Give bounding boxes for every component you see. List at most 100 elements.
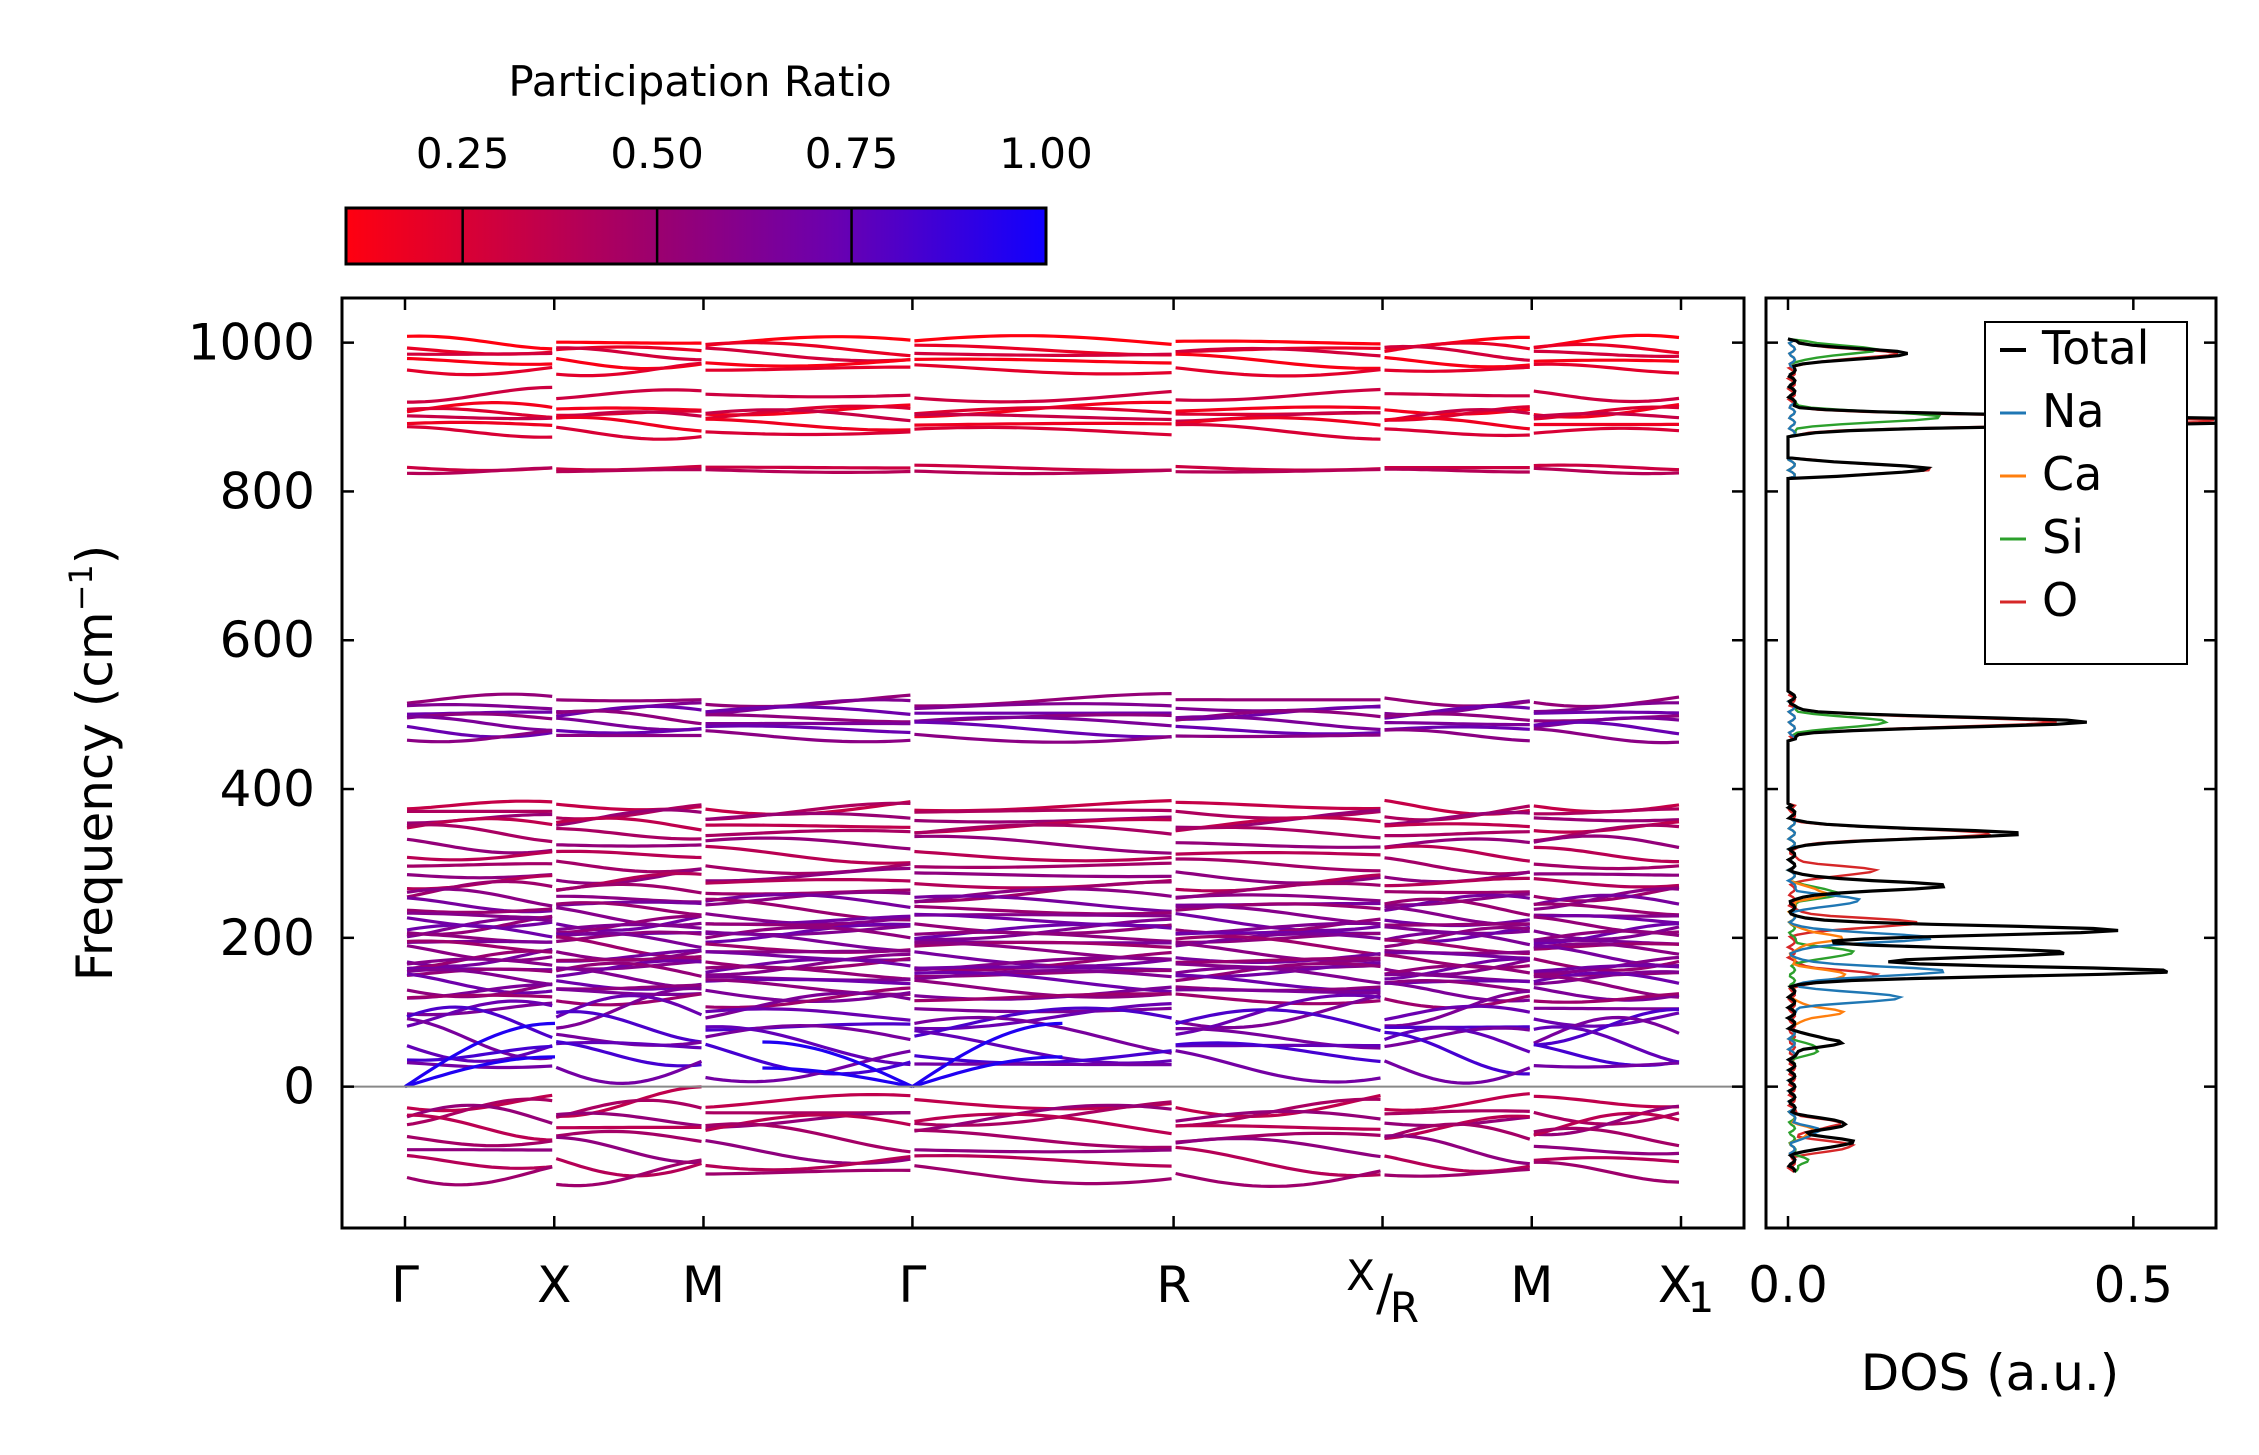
kpoint-label-x-r-top: X	[1346, 1251, 1375, 1300]
phonon-band-segment	[914, 732, 1172, 744]
phonon-band-segment	[1175, 405, 1381, 413]
phonon-band-segment	[914, 992, 1172, 1003]
phonon-band-segment	[705, 1139, 911, 1165]
phonon-band-segment	[705, 1007, 911, 1022]
phonon-band-segment	[556, 901, 702, 917]
phonon-band-segment	[1384, 1004, 1531, 1022]
kpoint-label-m-2: M	[1510, 1256, 1553, 1314]
phonon-band-segment	[705, 1025, 911, 1067]
kpoint-label-x-r-bottom: R	[1390, 1283, 1419, 1332]
phonon-band-segment	[914, 357, 1172, 365]
phonon-band-segment	[705, 713, 911, 724]
phonon-band-segment	[1384, 930, 1531, 947]
y-tick-label: 200	[220, 909, 315, 967]
dos-curve-total	[1784, 337, 2216, 1173]
phonon-band-segment	[1384, 355, 1530, 369]
colorbar-tick-label: 0.75	[805, 129, 899, 178]
legend-label-total: Total	[2041, 321, 2149, 375]
phonon-band-segment	[1384, 922, 1530, 927]
phonon-band-segment	[705, 823, 911, 829]
dos-x-axis-label: DOS (a.u.)	[1861, 1344, 2120, 1402]
phonon-band-segment	[1384, 964, 1531, 976]
phonon-band-segment	[555, 1157, 702, 1178]
phonon-band-segment	[1533, 358, 1680, 363]
phonon-band-segment	[555, 1040, 702, 1068]
phonon-band-segment	[406, 425, 553, 439]
phonon-band-segment	[1533, 720, 1680, 736]
phonon-band-segment	[705, 465, 911, 470]
phonon-band-segment	[1384, 344, 1530, 362]
phonon-band-segment	[406, 724, 553, 739]
phonon-band-segment	[406, 334, 553, 351]
phonon-band-segment	[1384, 856, 1530, 876]
legend-label-o: O	[2042, 573, 2078, 627]
colorbar-ticks: 0.25 0.50 0.75 1.00	[416, 129, 1093, 264]
y-axis-label-sup: −1	[62, 564, 100, 611]
phonon-band-segment	[1533, 405, 1680, 421]
legend-entries: Total Na Ca Si O	[2000, 321, 2149, 627]
phonon-band-segment	[1175, 857, 1381, 873]
phonon-band-segment	[1533, 914, 1680, 925]
phonon-band-segment	[705, 1023, 911, 1042]
phonon-band-segment	[1175, 934, 1381, 957]
phonon-band-segment	[556, 361, 702, 378]
phonon-band-segment	[1384, 365, 1530, 373]
phonon-band-segment	[556, 388, 702, 401]
phonon-band-segment	[1384, 1030, 1530, 1076]
phonon-band-segment	[705, 836, 911, 851]
phonon-band-segment	[406, 823, 553, 844]
phonon-band-segment	[914, 1006, 1172, 1038]
phonon-band-segment	[914, 720, 1172, 739]
phonon-band-segment	[705, 1093, 911, 1109]
dos-legend: Total Na Ca Si O	[1984, 321, 2188, 665]
phonon-band-segment	[1175, 733, 1381, 739]
phonon-band-segment	[705, 341, 911, 358]
phonon-band-segment	[1175, 966, 1381, 985]
y-axis-label-main: Frequency (cm	[66, 611, 124, 981]
phonon-band-segment	[406, 703, 553, 711]
phonon-band-segment	[1175, 467, 1381, 474]
phonon-band-segment	[556, 843, 702, 848]
phonon-band-segment	[1533, 466, 1680, 476]
phonon-band-segment	[1175, 932, 1381, 948]
colorbar-tick-label: 0.50	[610, 129, 704, 178]
phonon-band-segment	[914, 468, 1172, 476]
phonon-band-segment	[914, 715, 1172, 728]
phonon-band-segment	[1175, 851, 1381, 857]
phonon-band-segment	[556, 1040, 702, 1050]
phonon-band-segment	[1175, 1145, 1381, 1178]
phonon-band-segment	[406, 923, 553, 939]
phonon-band-segment	[705, 1049, 911, 1084]
phonon-band-segment	[556, 410, 702, 420]
phonon-band-segment	[1175, 387, 1381, 402]
phonon-band-segment	[555, 1098, 702, 1119]
phonon-band-segment	[705, 724, 911, 735]
phonon-band-segment	[1533, 710, 1680, 715]
kpoint-label-r: R	[1156, 1256, 1191, 1314]
phonon-band-segment	[1175, 941, 1381, 963]
kpoint-label-x1: X 1	[1658, 1256, 1715, 1322]
y-axis-label-close: )	[66, 545, 124, 565]
phonon-band-segment	[406, 907, 553, 914]
kpoint-label-m: M	[682, 1256, 725, 1314]
phonon-band-segment	[1533, 970, 1680, 986]
phonon-band-segment	[705, 404, 911, 420]
phonon-band-segment	[1384, 416, 1530, 431]
phonon-band-segment	[1175, 800, 1381, 811]
phonon-band-segment	[556, 849, 702, 860]
kpoint-label-x1-main: X	[1658, 1256, 1692, 1314]
phonon-band-segment	[1384, 893, 1531, 912]
phonon-band-segment	[1533, 877, 1680, 889]
phonon-band-segment	[1384, 897, 1531, 917]
phonon-band-segment	[705, 1168, 911, 1176]
phonon-band-segment	[556, 826, 702, 841]
phonon-band-segment	[914, 880, 1172, 904]
phonon-band-segment	[1384, 876, 1530, 888]
phonon-band-segment	[1175, 1041, 1381, 1064]
phonon-band-segment	[406, 887, 553, 908]
phonon-band-segment	[555, 425, 702, 441]
phonon-band-segment	[1533, 426, 1680, 435]
phonon-band-segment	[1384, 979, 1530, 993]
phonon-band-segment	[555, 859, 702, 874]
